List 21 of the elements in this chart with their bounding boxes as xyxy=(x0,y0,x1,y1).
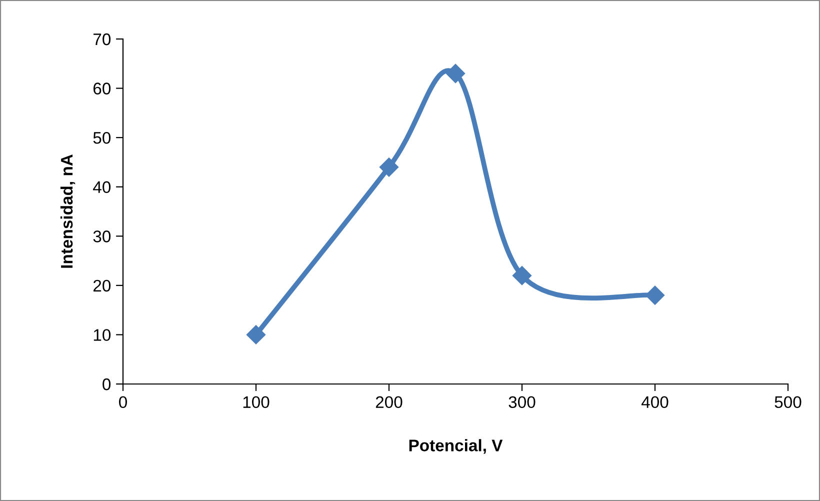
x-tick-label: 300 xyxy=(508,396,536,408)
x-tick-label: 500 xyxy=(774,396,802,408)
y-tick-label: 20 xyxy=(93,280,111,292)
y-tick-label: 50 xyxy=(93,132,111,144)
y-tick-label: 0 xyxy=(102,378,111,390)
x-axis-title: Potencial, V xyxy=(409,439,503,454)
y-tick-label: 40 xyxy=(93,181,111,194)
x-tick-label: 0 xyxy=(119,396,127,408)
y-axis-title: Intensidad, nA xyxy=(60,154,76,268)
x-tick-label: 200 xyxy=(376,396,402,408)
y-tick-label: 10 xyxy=(94,329,111,341)
x-tick-label: 100 xyxy=(243,396,270,408)
point xyxy=(246,325,266,344)
point xyxy=(512,266,532,286)
point xyxy=(446,64,466,84)
x-tick-label: 400 xyxy=(641,396,668,408)
point xyxy=(645,286,665,305)
y-tick-label: 70 xyxy=(94,33,111,46)
y-tick-label: 30 xyxy=(93,230,111,242)
point xyxy=(379,158,399,177)
y-tick-label: 60 xyxy=(94,82,111,94)
